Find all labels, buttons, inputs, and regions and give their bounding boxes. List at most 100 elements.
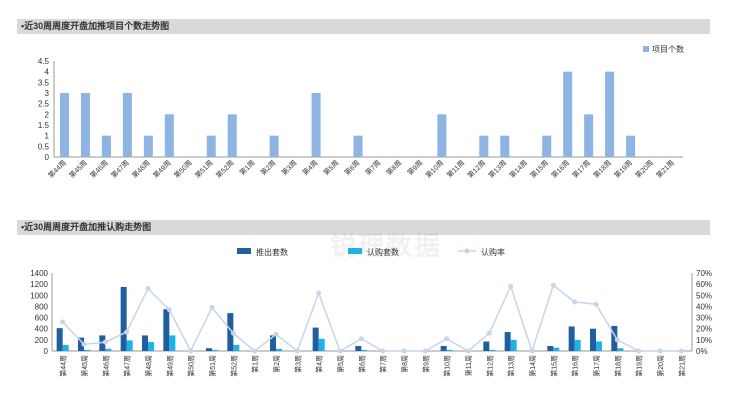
x-tick-label: 第4周: [315, 355, 324, 373]
x-tick-label: 第9周: [421, 355, 430, 373]
bar: [206, 135, 216, 157]
bar-supply: [99, 335, 106, 351]
x-tick-label: 第21周: [677, 355, 686, 377]
y-tick-label: 1.5: [38, 121, 50, 130]
rate-point: [422, 348, 428, 354]
legend-marker-rate: [464, 248, 470, 254]
y-right-tick-label: 70%: [696, 269, 712, 278]
y-right-tick-label: 50%: [696, 291, 712, 300]
bar: [584, 114, 594, 157]
bar-subscribe: [148, 342, 154, 351]
bar-subscribe: [62, 344, 69, 351]
bar-subscribe: [105, 348, 112, 351]
bar-subscribe: [553, 347, 560, 351]
rate-point: [188, 348, 194, 354]
y-tick-label: 3.5: [38, 78, 50, 87]
bar: [122, 93, 132, 157]
x-tick-label: 第14周: [528, 355, 537, 377]
y-tick-label: 1: [45, 132, 50, 141]
bar-subscribe: [233, 344, 240, 351]
bar-subscribe: [617, 348, 624, 351]
bar-supply: [440, 345, 447, 351]
y-right-tick-label: 10%: [696, 336, 712, 345]
x-tick-label: 第50周: [187, 355, 196, 377]
rate-point: [337, 348, 343, 354]
bar: [563, 71, 573, 157]
bar-supply: [611, 325, 618, 351]
x-tick-label: 第1周: [251, 355, 260, 373]
y-tick-label: 4.5: [38, 57, 50, 66]
x-tick-label: 第3周: [293, 355, 302, 373]
rate-point: [444, 336, 450, 342]
bar-supply: [142, 335, 148, 351]
bar: [605, 71, 615, 157]
bar-supply: [590, 328, 596, 351]
x-tick-label: 第2周: [272, 355, 281, 373]
rate-point: [593, 301, 599, 307]
rate-point: [60, 319, 66, 325]
y-right-tick-label: 0%: [696, 347, 708, 356]
x-tick-label: 第8周: [400, 355, 409, 373]
x-tick-label: 第6周: [357, 355, 366, 373]
bar: [311, 93, 321, 157]
bar-supply: [270, 335, 276, 351]
x-tick-label: 第18周: [613, 355, 622, 377]
bar-supply: [227, 313, 234, 351]
rate-point: [465, 348, 471, 354]
x-tick-label: 第17周: [592, 355, 601, 377]
y-left-tick-label: 0: [44, 347, 49, 356]
y-right-tick-label: 30%: [696, 314, 712, 323]
bar-supply: [56, 328, 63, 351]
y-tick-label: 3: [45, 89, 50, 98]
bar-subscribe: [596, 341, 602, 351]
bar-subscribe: [84, 349, 90, 351]
rate-point: [678, 348, 684, 354]
x-tick-label: 第15周: [549, 355, 558, 377]
legend-label-subscribe: 认购套数: [367, 247, 399, 257]
bar: [59, 93, 69, 157]
rate-point: [209, 305, 215, 311]
bar: [500, 135, 510, 157]
y-left-tick-label: 1200: [30, 280, 48, 289]
x-tick-label: 第47周: [123, 355, 132, 377]
bar-subscribe: [574, 339, 581, 351]
bar-supply: [78, 337, 84, 351]
bar: [101, 135, 111, 157]
y-right-tick-label: 40%: [696, 302, 712, 311]
rate-point: [529, 348, 535, 354]
bar-subscribe: [126, 340, 133, 351]
y-right-tick-label: 60%: [696, 280, 712, 289]
rate-point: [614, 337, 620, 343]
rate-line: [62, 284, 682, 354]
chart1-title: •近30周周度开盘加推项目个数走势图: [17, 19, 710, 34]
bar: [80, 93, 90, 157]
rate-point: [401, 348, 407, 354]
bar: [479, 135, 489, 157]
x-tick-label: 第16周: [571, 355, 580, 377]
rate-point: [294, 348, 300, 354]
x-tick-label: 第20周: [656, 355, 665, 377]
bar-supply: [547, 345, 554, 351]
rate-point: [358, 336, 364, 342]
bar-subscribe: [446, 349, 453, 351]
x-tick-label: 第49周: [165, 355, 174, 377]
y-tick-label: 0: [45, 153, 50, 162]
bar: [437, 114, 447, 157]
bar-subscribe: [276, 348, 282, 351]
bar: [626, 135, 636, 157]
rate-point: [508, 283, 514, 289]
x-tick-label: 第46周: [101, 355, 110, 377]
rate-point: [486, 330, 492, 336]
bar: [227, 114, 237, 157]
x-tick-label: 第52周: [229, 355, 238, 377]
legend-swatch-subscribe: [348, 248, 362, 254]
bar: [542, 135, 552, 157]
y-left-tick-label: 400: [35, 325, 49, 334]
bar-supply: [355, 345, 362, 351]
chart2-title: •近30周周度开盘加推认购走势图: [17, 220, 710, 235]
y-left-tick-label: 200: [35, 336, 49, 345]
legend-label-rate: 认购率: [481, 247, 505, 257]
watermark-text: 锐理数据: [330, 231, 443, 261]
x-tick-label: 第44周: [59, 355, 68, 377]
